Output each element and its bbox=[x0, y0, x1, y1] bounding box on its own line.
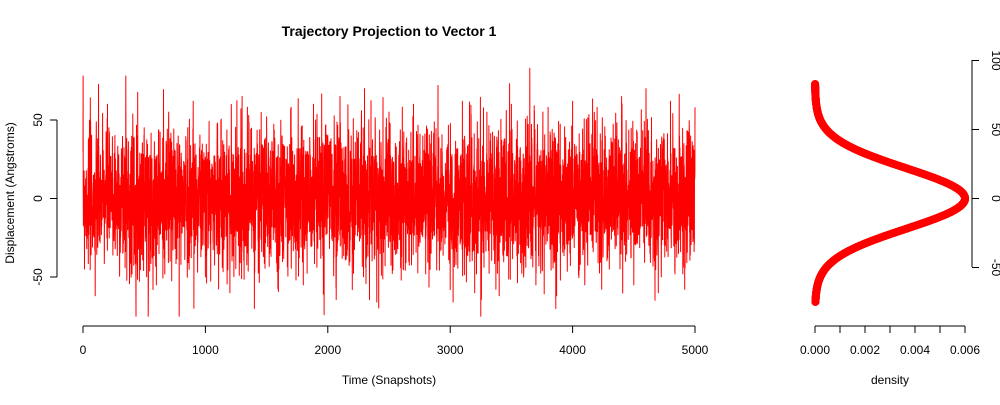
x-tick-label: 2000 bbox=[314, 343, 341, 357]
trajectory-panel: Trajectory Projection to Vector 1 0 1000 2… bbox=[3, 23, 709, 387]
density-y-tick: 50 bbox=[972, 123, 1000, 137]
x-axis-label: Time (Snapshots) bbox=[342, 373, 436, 387]
x-tick: 1000 bbox=[192, 326, 219, 357]
density-x-tick: 0.006 bbox=[950, 326, 980, 357]
density-y-tick: -50 bbox=[972, 259, 1000, 277]
density-x-axis-ticks: 0.000 0.002 0.004 0.006 bbox=[800, 326, 980, 357]
x-tick: 2000 bbox=[314, 326, 341, 357]
trajectory-series bbox=[82, 67, 696, 317]
x-tick-label: 5000 bbox=[682, 343, 709, 357]
density-x-tick: 0.000 bbox=[800, 326, 830, 357]
density-y-tick-label: -50 bbox=[989, 259, 1000, 277]
density-x-tick: 0.002 bbox=[850, 326, 880, 357]
x-axis-ticks: 0 1000 2000 3000 4000 5000 bbox=[80, 326, 709, 357]
density-x-tick: 0.004 bbox=[900, 326, 930, 357]
y-tick-label: 50 bbox=[31, 113, 45, 127]
density-point bbox=[811, 80, 820, 88]
trajectory-line bbox=[82, 67, 696, 317]
density-x-tick-label: 0.004 bbox=[900, 343, 930, 357]
x-tick: 0 bbox=[80, 326, 87, 357]
x-tick: 5000 bbox=[682, 326, 709, 357]
density-y-tick: 100 bbox=[972, 50, 1000, 71]
y-tick-label: 0 bbox=[31, 195, 45, 202]
density-x-tick-label: 0.002 bbox=[850, 343, 880, 357]
x-tick-label: 1000 bbox=[192, 343, 219, 357]
y-tick: 50 bbox=[31, 113, 57, 127]
y-axis-ticks: -50 0 50 bbox=[31, 113, 57, 286]
density-panel: 0.000 0.002 0.004 0.006 -50 0 50 100 density bbox=[800, 50, 1000, 387]
x-tick-label: 0 bbox=[80, 343, 87, 357]
y-tick: 0 bbox=[31, 195, 57, 202]
y-axis-label: Displacement (Angstroms) bbox=[3, 122, 17, 263]
y-tick-label: -50 bbox=[31, 268, 45, 286]
density-y-axis-ticks: -50 0 50 100 bbox=[972, 50, 1000, 276]
density-y-tick: 0 bbox=[972, 195, 1000, 202]
x-tick-label: 4000 bbox=[559, 343, 586, 357]
density-x-tick-label: 0.000 bbox=[800, 343, 830, 357]
density-y-tick-label: 0 bbox=[989, 195, 1000, 202]
y-tick: -50 bbox=[31, 268, 57, 286]
density-x-tick-label: 0.006 bbox=[950, 343, 980, 357]
density-x-axis-label: density bbox=[871, 373, 909, 387]
density-series bbox=[811, 80, 969, 306]
chart-title: Trajectory Projection to Vector 1 bbox=[282, 23, 497, 39]
density-y-tick-label: 100 bbox=[989, 50, 1000, 70]
x-tick: 4000 bbox=[559, 326, 586, 357]
x-tick-label: 3000 bbox=[437, 343, 464, 357]
density-y-tick-label: 50 bbox=[989, 123, 1000, 137]
x-tick: 3000 bbox=[437, 326, 464, 357]
